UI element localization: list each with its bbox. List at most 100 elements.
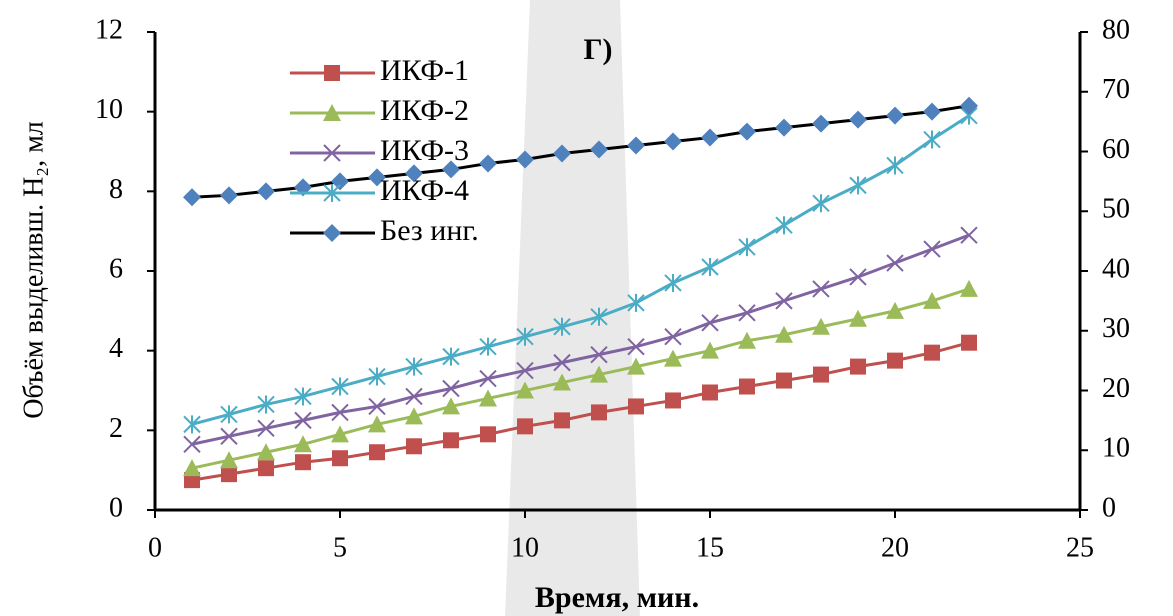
marker bbox=[516, 361, 534, 380]
marker bbox=[886, 156, 904, 175]
y2-tick-label: 30 bbox=[1102, 313, 1130, 344]
marker bbox=[849, 176, 867, 195]
marker bbox=[516, 327, 534, 346]
marker bbox=[257, 443, 275, 461]
marker bbox=[776, 372, 792, 389]
marker bbox=[294, 411, 312, 430]
marker bbox=[368, 367, 386, 386]
marker bbox=[849, 110, 867, 129]
marker bbox=[627, 337, 645, 356]
marker bbox=[220, 186, 238, 205]
marker bbox=[664, 273, 682, 292]
marker bbox=[294, 435, 312, 453]
marker bbox=[516, 381, 534, 399]
marker bbox=[183, 415, 201, 434]
y2-tick-label: 40 bbox=[1102, 253, 1130, 284]
marker bbox=[590, 365, 608, 383]
annotation: Г) bbox=[583, 33, 612, 66]
marker bbox=[442, 397, 460, 415]
marker bbox=[738, 304, 756, 322]
marker bbox=[295, 454, 311, 471]
marker bbox=[627, 293, 645, 312]
y2-tick-label: 80 bbox=[1102, 14, 1130, 45]
series-line bbox=[191, 104, 970, 199]
marker bbox=[775, 325, 793, 343]
marker bbox=[479, 154, 497, 173]
marker bbox=[923, 240, 941, 258]
legend-marker bbox=[323, 144, 341, 162]
marker bbox=[331, 425, 349, 443]
legend-label: ИКФ-3 bbox=[380, 134, 469, 167]
marker bbox=[886, 106, 904, 125]
x-tick-label: 10 bbox=[511, 532, 539, 563]
marker bbox=[664, 328, 682, 346]
marker bbox=[442, 347, 460, 366]
marker bbox=[738, 238, 756, 257]
marker bbox=[775, 118, 793, 137]
marker bbox=[257, 395, 275, 414]
marker bbox=[886, 254, 904, 272]
legend-marker bbox=[323, 104, 341, 121]
marker bbox=[405, 164, 423, 183]
y-tick-label: 4 bbox=[109, 333, 123, 364]
marker bbox=[480, 426, 496, 443]
marker bbox=[849, 268, 867, 286]
x-tick-label: 15 bbox=[696, 532, 724, 563]
series-line bbox=[191, 287, 970, 470]
marker bbox=[775, 292, 793, 310]
marker bbox=[960, 279, 978, 297]
y-tick-label: 6 bbox=[109, 253, 123, 284]
marker bbox=[738, 331, 756, 349]
marker bbox=[664, 349, 682, 367]
marker bbox=[258, 460, 274, 477]
marker bbox=[369, 444, 385, 461]
marker bbox=[701, 341, 719, 359]
marker bbox=[887, 352, 903, 369]
marker bbox=[406, 438, 422, 455]
marker bbox=[627, 357, 645, 375]
x-tick-label: 0 bbox=[148, 532, 162, 563]
marker bbox=[627, 136, 645, 155]
y2-tick-label: 10 bbox=[1102, 433, 1130, 464]
marker bbox=[332, 450, 348, 467]
marker bbox=[812, 317, 830, 335]
marker bbox=[220, 427, 238, 446]
marker bbox=[701, 258, 719, 277]
marker bbox=[331, 403, 349, 422]
marker bbox=[739, 378, 755, 395]
marker bbox=[220, 451, 238, 469]
marker bbox=[442, 379, 460, 398]
y-tick-label: 12 bbox=[95, 14, 123, 45]
marker bbox=[961, 334, 977, 351]
marker bbox=[183, 188, 201, 207]
y2-tick-label: 60 bbox=[1102, 134, 1130, 165]
marker bbox=[405, 387, 423, 406]
marker bbox=[257, 182, 275, 201]
marker bbox=[850, 358, 866, 375]
y-axis-title: Объём выделивш. H₂, мл bbox=[18, 121, 49, 419]
marker bbox=[479, 369, 497, 388]
y2-tick-label: 0 bbox=[1102, 492, 1116, 523]
x-tick-label: 20 bbox=[881, 532, 909, 563]
marker bbox=[664, 132, 682, 151]
marker bbox=[813, 366, 829, 383]
series-line bbox=[191, 341, 970, 482]
marker bbox=[812, 194, 830, 213]
marker bbox=[553, 317, 571, 336]
legend-label: ИКФ-4 bbox=[380, 174, 469, 207]
y2-tick-label: 70 bbox=[1102, 74, 1130, 105]
marker bbox=[183, 435, 201, 453]
marker bbox=[701, 314, 719, 332]
marker bbox=[702, 384, 718, 401]
legend-label: ИКФ-2 bbox=[380, 94, 469, 127]
marker bbox=[479, 389, 497, 407]
x-axis-title: Время, мин. bbox=[535, 581, 699, 614]
marker bbox=[924, 344, 940, 361]
marker bbox=[405, 407, 423, 425]
marker bbox=[923, 130, 941, 149]
marker bbox=[331, 172, 349, 191]
y-tick-label: 0 bbox=[109, 492, 123, 523]
marker bbox=[516, 150, 534, 169]
marker bbox=[960, 226, 978, 244]
